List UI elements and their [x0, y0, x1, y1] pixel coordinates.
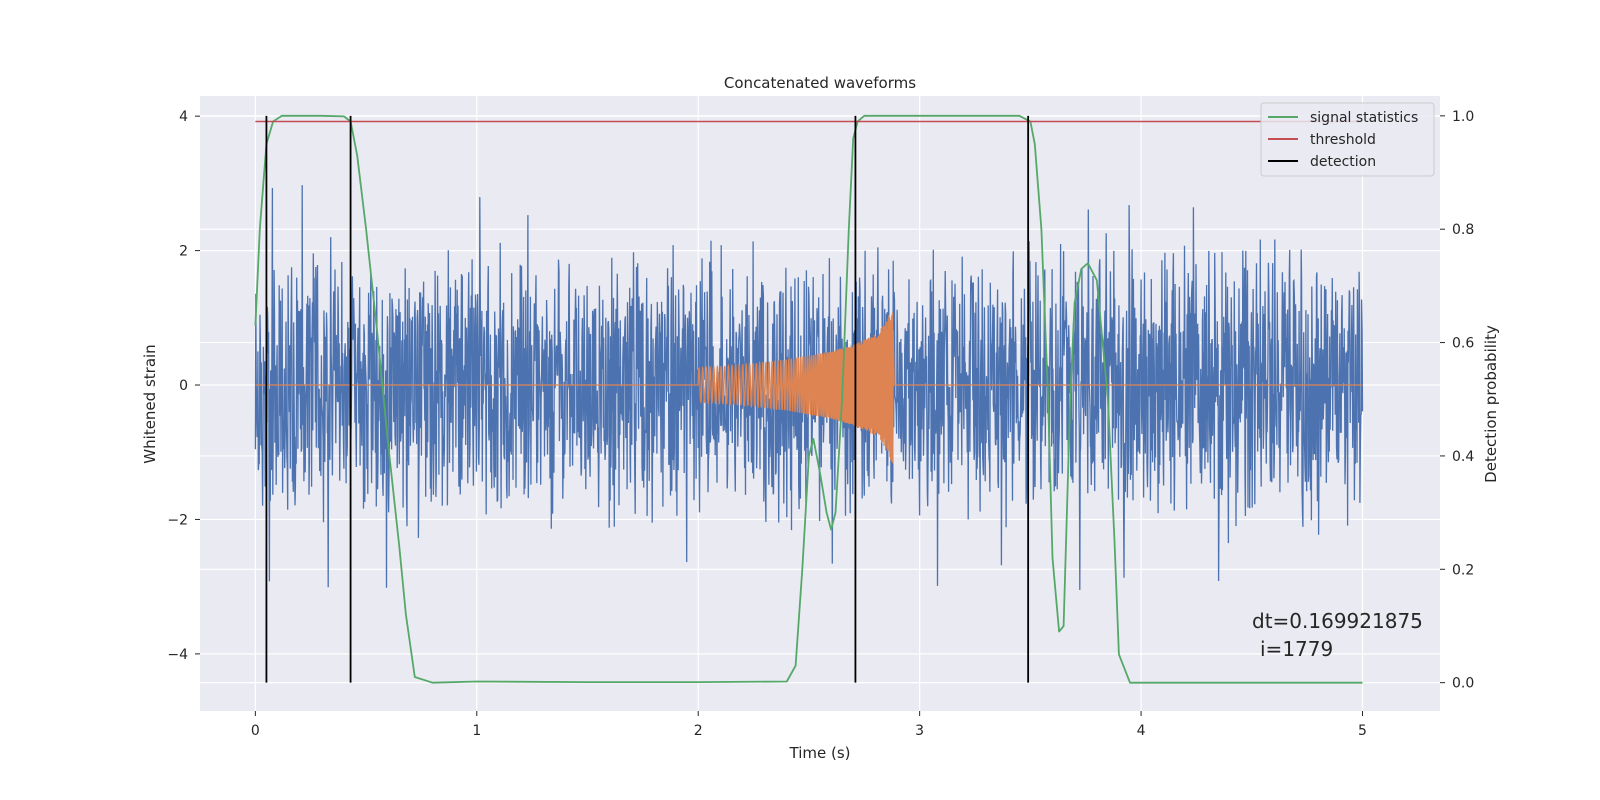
signal-statistics-series — [254, 114, 1363, 684]
legend-label-detection: detection — [1310, 154, 1376, 170]
detection-series — [265, 115, 1030, 683]
strain-series — [254, 185, 1364, 591]
y-tick-label: 4 — [179, 109, 188, 125]
injection-line — [255, 312, 1363, 464]
x-tick-label: 2 — [694, 723, 703, 739]
y-right-axis-label: Detection probability — [1482, 325, 1500, 483]
strain-line — [254, 185, 1364, 591]
x-tick-label: 3 — [915, 723, 924, 739]
legend: signal statistics threshold detection — [1260, 102, 1435, 177]
legend-label-threshold: threshold — [1310, 132, 1376, 148]
x-tick-label: 5 — [1358, 723, 1367, 739]
y-right-tick-label: 0.8 — [1452, 222, 1474, 238]
x-tick-label: 0 — [251, 723, 260, 739]
tick-labels: 0 1 2 3 4 5 −4 −2 0 2 4 0.0 0.2 0.4 0.6 0.8 1.0 — [167, 109, 1474, 739]
chart-title: Concatenated waveforms — [724, 74, 916, 92]
injection-series — [255, 312, 1363, 464]
y-tick-label: 2 — [179, 244, 188, 260]
x-tick-label: 1 — [472, 723, 481, 739]
legend-box — [1260, 102, 1435, 177]
y-axis-label: Whitened strain — [141, 344, 159, 463]
y-tick-label: −2 — [167, 512, 188, 528]
legend-label-signal-statistics: signal statistics — [1310, 110, 1418, 126]
y-tick-label: 0 — [179, 378, 188, 394]
y-right-tick-label: 0.4 — [1452, 449, 1474, 465]
annotation: dt=0.169921875 i=1779 — [1252, 609, 1423, 661]
y-right-tick-label: 0.0 — [1452, 676, 1474, 692]
x-tick-label: 4 — [1137, 723, 1146, 739]
y-tick-label: −4 — [167, 647, 188, 663]
annotation-dt: dt=0.169921875 — [1252, 609, 1423, 633]
y-right-tick-label: 1.0 — [1452, 109, 1474, 125]
annotation-i: i=1779 — [1260, 637, 1333, 661]
y-right-tick-label: 0.2 — [1452, 562, 1474, 578]
x-axis-label: Time (s) — [789, 744, 851, 762]
y-right-tick-label: 0.6 — [1452, 336, 1474, 352]
signal-statistics-line — [254, 114, 1363, 684]
